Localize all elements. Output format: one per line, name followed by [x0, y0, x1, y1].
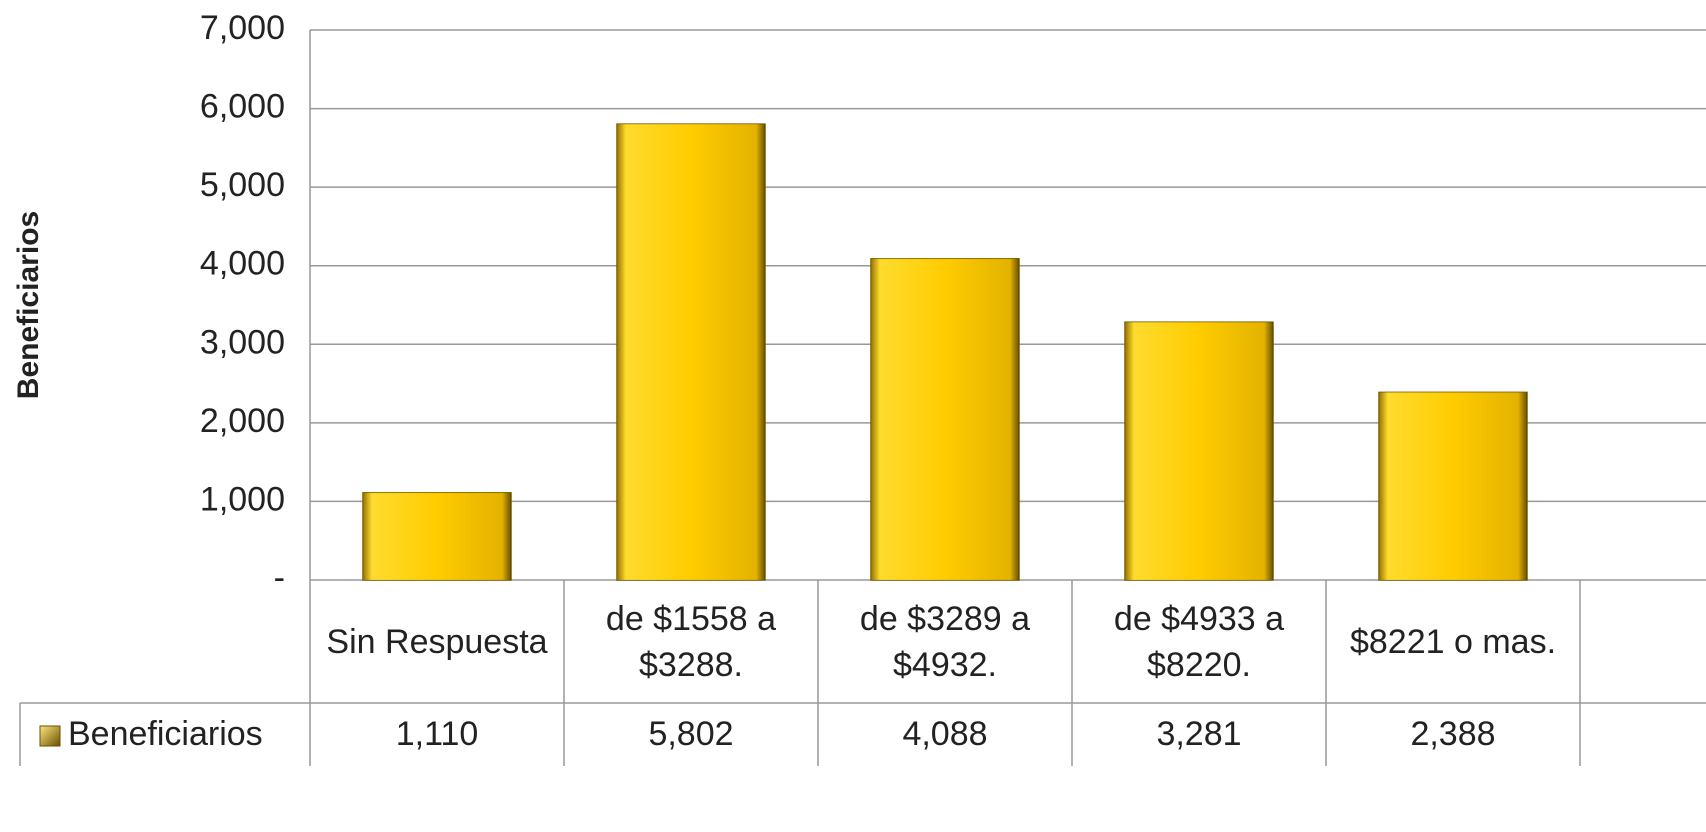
bar — [616, 123, 766, 581]
x-tick-label: de $3289 a $4932. — [859, 599, 1031, 684]
x-tick-label: de $1558 a $3288. — [605, 599, 777, 684]
y-tick-label: 3,000 — [200, 323, 285, 361]
y-tick-label: 2,000 — [200, 402, 285, 440]
bar — [870, 258, 1020, 581]
bar — [362, 492, 512, 581]
legend-marker — [39, 725, 61, 747]
x-tick-label: de $4933 a $8220. — [1113, 599, 1285, 684]
value-label: 4,088 — [902, 715, 987, 753]
y-tick-label: 1,000 — [200, 480, 285, 518]
y-tick-label: - — [274, 559, 285, 597]
y-axis-label: Beneficiarios — [12, 211, 45, 399]
bar — [1378, 391, 1528, 581]
value-label: 5,802 — [648, 715, 733, 753]
y-tick-label: 4,000 — [200, 245, 285, 283]
y-tick-label: 6,000 — [200, 88, 285, 126]
x-tick-label: $8221 o mas. — [1349, 622, 1557, 661]
legend-label: Beneficiarios — [68, 715, 263, 753]
x-tick-label: Sin Respuesta — [326, 622, 548, 661]
value-label: 2,388 — [1410, 715, 1495, 753]
y-tick-label: 5,000 — [200, 166, 285, 204]
bar — [1124, 321, 1274, 581]
value-label: 1,110 — [396, 715, 479, 753]
value-label: 3,281 — [1156, 715, 1241, 753]
y-tick-label: 7,000 — [200, 9, 285, 47]
